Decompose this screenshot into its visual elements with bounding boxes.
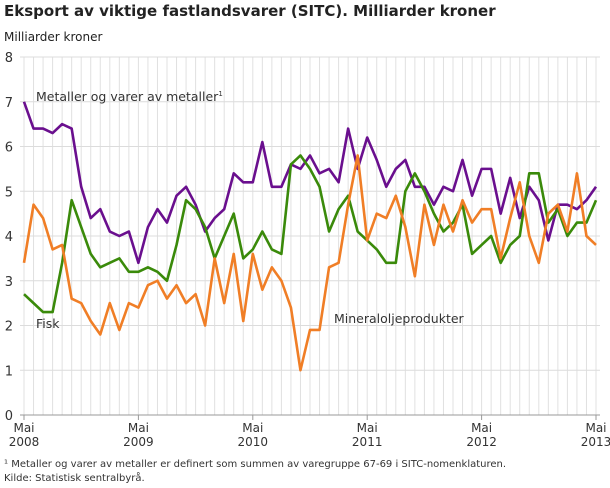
y-tick-label: 8 [5, 51, 13, 66]
x-tick-year: 2009 [123, 435, 154, 449]
chart-title: Eksport av viktige fastlandsvarer (SITC)… [4, 2, 496, 20]
x-tick-year: 2012 [466, 435, 497, 449]
y-tick-label: 3 [5, 275, 13, 290]
x-tick-year: 2013 [581, 435, 610, 449]
y-tick-label: 0 [5, 409, 13, 424]
x-tick-month: Mai [13, 421, 34, 435]
footnote: ¹ Metaller og varer av metaller er defin… [4, 459, 507, 470]
y-tick-label: 6 [5, 141, 13, 156]
x-tick-year: 2010 [238, 435, 269, 449]
series-line [23, 154, 598, 314]
x-tick-year: 2011 [352, 435, 383, 449]
series-label: Metaller og varer av metaller1 [36, 89, 223, 104]
x-tick-month: Mai [471, 421, 492, 435]
series-line [22, 101, 598, 265]
y-tick-label: 7 [5, 96, 13, 111]
y-axis-label: Milliarder kroner [4, 30, 103, 44]
source: Kilde: Statistisk sentralbyrå. [4, 473, 145, 484]
y-tick-label: 5 [5, 185, 13, 200]
x-tick-month: Mai [128, 421, 149, 435]
y-tick-label: 4 [5, 230, 13, 245]
series-label: Mineraloljeprodukter [334, 311, 465, 326]
y-tick-label: 1 [5, 364, 13, 379]
x-tick-year: 2008 [9, 435, 40, 449]
x-tick-month: Mai [585, 421, 606, 435]
x-tick-month: Mai [242, 421, 263, 435]
series-label: Fisk [36, 316, 60, 331]
y-tick-label: 2 [5, 320, 13, 335]
x-tick-month: Mai [357, 421, 378, 435]
series-line [22, 154, 597, 372]
